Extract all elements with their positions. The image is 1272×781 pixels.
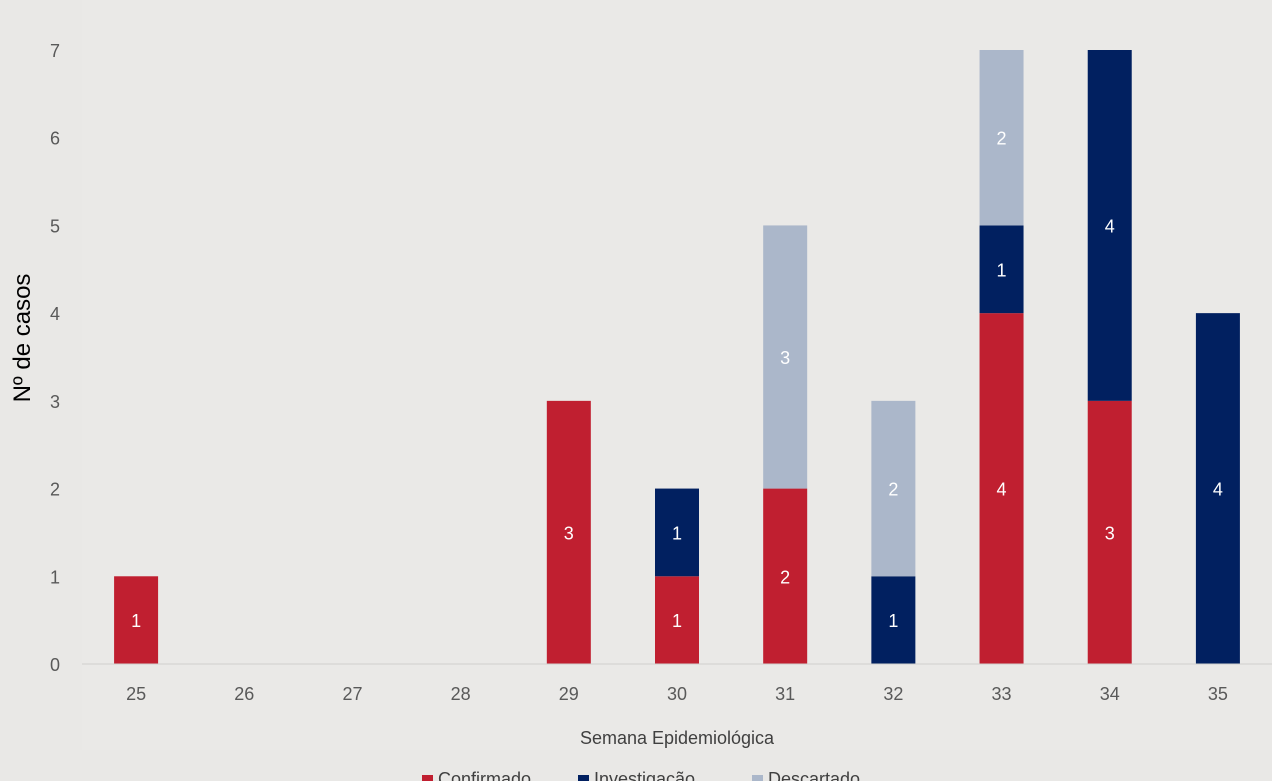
bar-segment-investigacao [871,576,916,664]
x-tick-label: 30 [667,684,687,704]
legend-label-confirmado: Confirmado [438,769,531,781]
y-tick-label: 5 [50,216,60,236]
bar-segment-confirmado [655,576,699,664]
data-label: 3 [780,348,790,368]
y-tick-label: 2 [50,480,60,500]
bar-segment-investigacao [655,488,699,577]
x-tick-label: 26 [234,684,254,704]
x-tick-label: 32 [883,684,903,704]
y-axis-ticks: 0 1 2 3 4 5 6 7 [50,41,60,675]
bar-segment-confirmado [546,400,591,664]
legend-label-descartado: Descartado [768,769,860,781]
legend-swatch-investigacao [578,775,589,781]
y-tick-label: 1 [50,567,60,587]
legend-swatch-descartado [752,775,763,781]
x-axis-ticks: 25 26 27 28 29 30 31 32 33 34 35 [126,684,1228,704]
data-label: 1 [672,611,682,631]
data-label: 1 [131,611,141,631]
bar-segment-investigacao [1195,313,1240,664]
data-label: 1 [888,611,898,631]
legend-swatch-confirmado [422,775,433,781]
data-label: 4 [1213,480,1223,500]
x-tick-label: 27 [342,684,362,704]
y-axis-title: Nº de casos [9,274,36,403]
y-tick-label: 4 [50,304,60,324]
bar-segment-confirmado [763,488,808,664]
x-tick-label: 29 [559,684,579,704]
data-label: 3 [564,523,574,543]
x-tick-label: 25 [126,684,146,704]
data-label: 2 [997,129,1007,149]
data-label: 4 [1105,216,1115,236]
bar-segment-investigacao [1087,50,1132,401]
bar-segment-confirmado [114,576,159,664]
x-tick-label: 34 [1100,684,1120,704]
bar-segment-investigacao [979,225,1024,314]
y-tick-label: 7 [50,41,60,61]
legend: Confirmado Investigação Descartado [422,769,860,781]
x-axis-title: Semana Epidemiológica [580,728,775,748]
x-tick-label: 31 [775,684,795,704]
bar-segment-confirmado [979,313,1024,664]
bar-segment-descartado [871,400,916,577]
data-label: 2 [780,567,790,587]
bars-group: 1 3 1 1 2 3 1 2 4 1 2 3 4 4 [114,50,1240,664]
data-label: 3 [1105,523,1115,543]
x-tick-label: 28 [451,684,471,704]
y-tick-label: 0 [50,655,60,675]
data-label: 2 [888,480,898,500]
x-tick-label: 33 [992,684,1012,704]
y-tick-label: 3 [50,392,60,412]
bar-segment-descartado [979,50,1024,226]
data-label: 1 [997,260,1007,280]
bar-segment-descartado [763,225,808,489]
y-tick-label: 6 [50,129,60,149]
data-label: 4 [997,480,1007,500]
legend-label-investigacao: Investigação [594,769,695,781]
data-label: 1 [672,523,682,543]
x-tick-label: 35 [1208,684,1228,704]
bar-segment-confirmado [1087,400,1132,664]
